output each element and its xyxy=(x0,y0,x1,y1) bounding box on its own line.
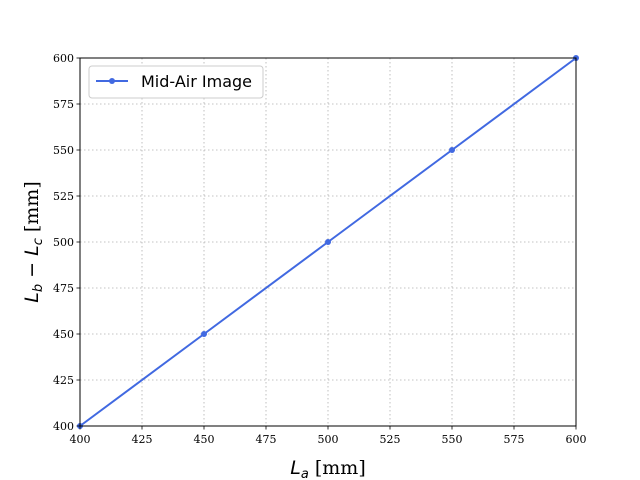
x-tick-label: 575 xyxy=(504,433,525,446)
x-axis-label: La [mm] xyxy=(290,457,365,480)
y-tick-label: 575 xyxy=(53,98,74,111)
y-tick-label: 525 xyxy=(53,190,74,203)
x-axis-label-unit: [mm] xyxy=(309,457,366,479)
y-tick-label: 400 xyxy=(53,420,74,433)
ticks: 400 425 450 475 500 525 550 575 600 400 425 450 475 5… xyxy=(53,52,587,446)
x-tick-label: 475 xyxy=(256,433,277,446)
x-tick-label: 550 xyxy=(442,433,463,446)
y-tick-label: 450 xyxy=(53,328,74,341)
x-axis-label-main: L xyxy=(290,457,301,479)
x-tick-label: 500 xyxy=(318,433,339,446)
data-point xyxy=(325,239,331,245)
x-tick-label: 450 xyxy=(194,433,215,446)
x-tick-label: 600 xyxy=(566,433,587,446)
y-axis-label-minus: − xyxy=(21,256,43,284)
legend-marker xyxy=(109,78,115,84)
x-tick-label: 400 xyxy=(70,433,91,446)
y-axis-label-unit: [mm] xyxy=(21,181,43,238)
x-axis-label-sub: a xyxy=(301,467,309,480)
y-axis-label-main2: L xyxy=(21,245,43,256)
x-tick-label: 525 xyxy=(380,433,401,446)
y-tick-label: 550 xyxy=(53,144,74,157)
legend-box xyxy=(88,65,264,99)
y-tick-label: 475 xyxy=(53,282,74,295)
x-tick-label: 425 xyxy=(132,433,153,446)
y-axis-label-sub2: c xyxy=(31,238,46,245)
data-point xyxy=(201,331,207,337)
y-tick-label: 500 xyxy=(53,236,74,249)
y-axis-label-sub1: b xyxy=(31,284,46,292)
data-point xyxy=(449,147,455,153)
y-axis-label-main1: L xyxy=(21,292,43,303)
y-axis-label: Lb − Lc [mm] xyxy=(21,181,46,303)
y-tick-label: 425 xyxy=(53,374,74,387)
legend: Mid-Air Image xyxy=(88,65,264,99)
y-tick-label: 600 xyxy=(53,52,74,65)
legend-label: Mid-Air Image xyxy=(141,72,252,91)
